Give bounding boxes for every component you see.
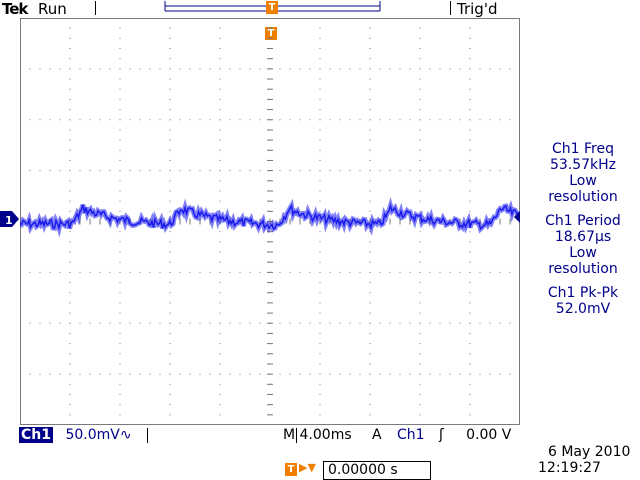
brand-label: Tek [2, 0, 28, 18]
trigger-position-icon: T [266, 1, 278, 14]
trigger-level: 0.00 V [466, 427, 512, 443]
ch1-trace-core [20, 203, 519, 231]
horizontal-position-icon[interactable]: T [285, 463, 297, 476]
channel-tag: Ch1 [19, 427, 53, 443]
trigger-readout[interactable]: Ch1 ʃ 0.00 V [389, 427, 511, 443]
meas-label: Ch1 Period [545, 213, 621, 229]
status-divider [147, 428, 148, 443]
header-divider [450, 1, 451, 15]
trigger-source: Ch1 [397, 427, 425, 443]
meas-value: 53.57kHz [549, 157, 617, 173]
horizontal-position-value[interactable]: 0.00000 s [323, 461, 431, 480]
timebase-readout[interactable]: M 4.00ms [283, 427, 352, 443]
meas-value: 52.0mV [555, 301, 611, 317]
svg-text:1: 1 [5, 214, 13, 227]
date-label: 6 May 2010 [548, 444, 631, 460]
trigger-mode: A [372, 427, 382, 443]
measurement-freq[interactable]: Ch1 Freq 53.57kHz Low resolution [528, 141, 638, 205]
ch1-trace [20, 196, 520, 238]
meas-value: 18.67µs [554, 229, 612, 245]
channel-readout[interactable]: Ch1 50.0mV∿ [19, 427, 132, 443]
waveform-graticule [20, 18, 520, 425]
coupling-icon: ∿ [119, 427, 132, 443]
meas-label: Ch1 Pk-Pk [547, 285, 619, 301]
header-divider [95, 1, 96, 15]
status-divider [296, 428, 297, 443]
arrow-icon: ▶▼ [299, 461, 316, 474]
channel-1-marker[interactable]: 1 [0, 211, 20, 228]
trace-end-marker [514, 211, 520, 223]
measurement-period[interactable]: Ch1 Period 18.67µs Low resolution [528, 213, 638, 277]
trigger-state: Trig'd [457, 0, 498, 18]
grid [20, 18, 520, 416]
run-state: Run [38, 0, 67, 18]
meas-note: Low [569, 245, 597, 261]
meas-label: Ch1 Freq [552, 141, 614, 157]
trigger-slope-icon: ʃ [439, 427, 444, 443]
measurement-pkpk[interactable]: Ch1 Pk-Pk 52.0mV [528, 285, 638, 317]
volts-per-div: 50.0mV [65, 427, 120, 443]
trigger-marker-icon[interactable]: T [265, 27, 277, 40]
meas-note: Low [569, 173, 597, 189]
time-label: 12:19:27 [538, 460, 601, 476]
meas-note: resolution [548, 261, 618, 277]
meas-note: resolution [548, 189, 618, 205]
